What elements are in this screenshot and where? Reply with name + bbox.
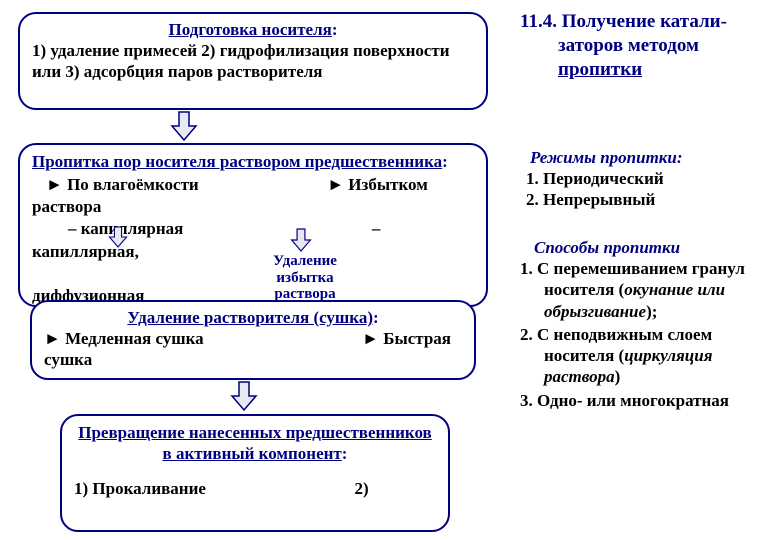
box1-body: 1) удаление примесей 2) гидрофилизация п… <box>32 40 474 83</box>
box-drying: Удаление растворителя (сушка): ► Медленн… <box>30 300 476 380</box>
side-modes: Режимы пропитки: 1. Периодический 2. Неп… <box>520 148 770 211</box>
box2-inner-label: Удаление избытка раствора <box>260 253 350 303</box>
box4-foot-right: 2) <box>354 479 368 498</box>
side-title-block: 11.4. Получение катали- заторов методом … <box>520 10 770 81</box>
side-modes-2: 2. Непрерывный <box>526 189 770 210</box>
arrow-inner-1 <box>108 225 128 249</box>
side-m3: 3. Одно- или многократная <box>520 390 770 411</box>
box4-foot: 1) Прокаливание 2) <box>74 479 436 499</box>
side-modes-h: Режимы пропитки: <box>530 148 770 168</box>
arrow-3 <box>230 380 258 412</box>
box3-items: ► Медленная сушка ► Быстрая сушка <box>44 328 462 371</box>
box2-items: ► По влагоёмкости ► Избытком раствора – … <box>32 174 474 307</box>
box-preparation: Подготовка носителя: 1) удаление примесе… <box>18 12 488 110</box>
side-methods-h: Способы пропитки <box>534 238 770 258</box>
box-transformation: Превращение нанесенных предшественников … <box>60 414 450 532</box>
box2-i1: ► По влагоёмкости <box>46 175 199 194</box>
side-methods: Способы пропитки 1. С перемешиванием гра… <box>520 238 770 411</box>
box2-title: Пропитка пор носителя раствором предшест… <box>32 151 474 172</box>
side-m2: 2. С неподвижным слоем носителя (циркуля… <box>520 324 770 388</box>
arrow-1 <box>170 110 198 142</box>
box3-title: Удаление растворителя (сушка): <box>44 308 462 328</box>
side-m1: 1. С перемешиванием гранул носителя (оку… <box>520 258 770 322</box>
box-impregnation: Пропитка пор носителя раствором предшест… <box>18 143 488 307</box>
box4-title: Превращение нанесенных предшественников … <box>74 422 436 465</box>
box3-i1: ► Медленная сушка <box>44 329 204 348</box>
side-modes-1: 1. Периодический <box>526 168 770 189</box>
arrow-inner-2 <box>290 227 312 253</box>
box1-title: Подготовка носителя: <box>32 20 474 40</box>
box4-foot-left: 1) Прокаливание <box>74 479 206 498</box>
side-title: 11.4. Получение катали- заторов методом … <box>520 10 770 81</box>
